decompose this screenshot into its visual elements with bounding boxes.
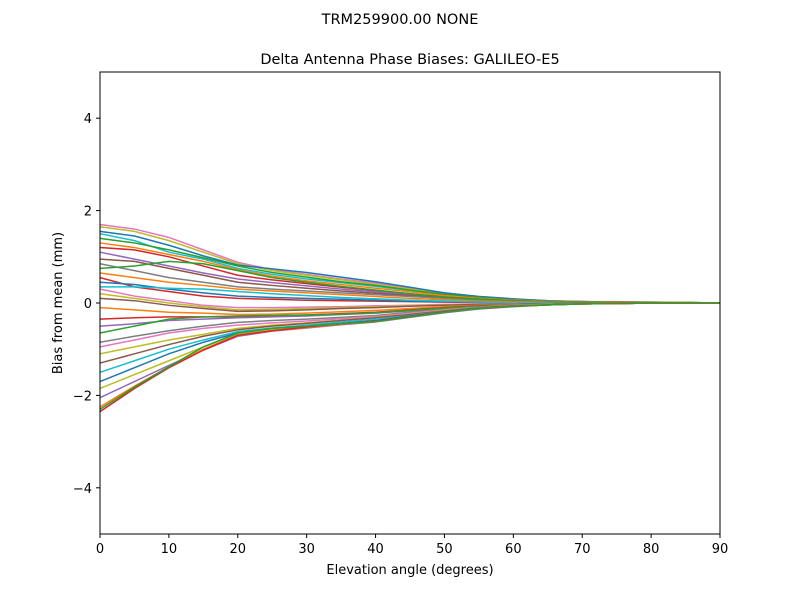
- y-tick-label: 2: [84, 205, 92, 220]
- series-line-33: [99, 302, 720, 410]
- x-tick-label: 10: [161, 542, 178, 557]
- x-tick-label: 60: [505, 542, 522, 557]
- x-tick-label: 30: [298, 542, 315, 557]
- x-tick-label: 40: [367, 542, 384, 557]
- x-tick-label: 50: [436, 542, 453, 557]
- x-tick-label: 90: [712, 542, 729, 557]
- series-layer: [99, 223, 721, 413]
- chart-title: Delta Antenna Phase Biases: GALILEO-E5: [260, 52, 559, 68]
- y-tick-label: −2: [73, 389, 92, 404]
- x-axis-label: Elevation angle (degrees): [326, 563, 493, 578]
- x-tick-label: 0: [96, 542, 104, 557]
- x-tick-label: 20: [230, 542, 247, 557]
- y-tick-label: 0: [84, 297, 92, 312]
- x-tick-label: 70: [574, 542, 591, 557]
- x-axis-ticks: 0 10 20 30 40 50 60 70 80 90: [96, 534, 728, 557]
- plot-frame: [99, 71, 721, 535]
- figure-suptitle: TRM259900.00 NONE: [321, 12, 479, 28]
- y-tick-label: 4: [84, 112, 92, 127]
- x-tick-label: 80: [643, 542, 660, 557]
- y-axis-ticks: −4 −2 0 2 4: [73, 112, 100, 497]
- y-axis-label: Bias from mean (mm): [51, 232, 66, 374]
- y-tick-label: −4: [73, 482, 92, 497]
